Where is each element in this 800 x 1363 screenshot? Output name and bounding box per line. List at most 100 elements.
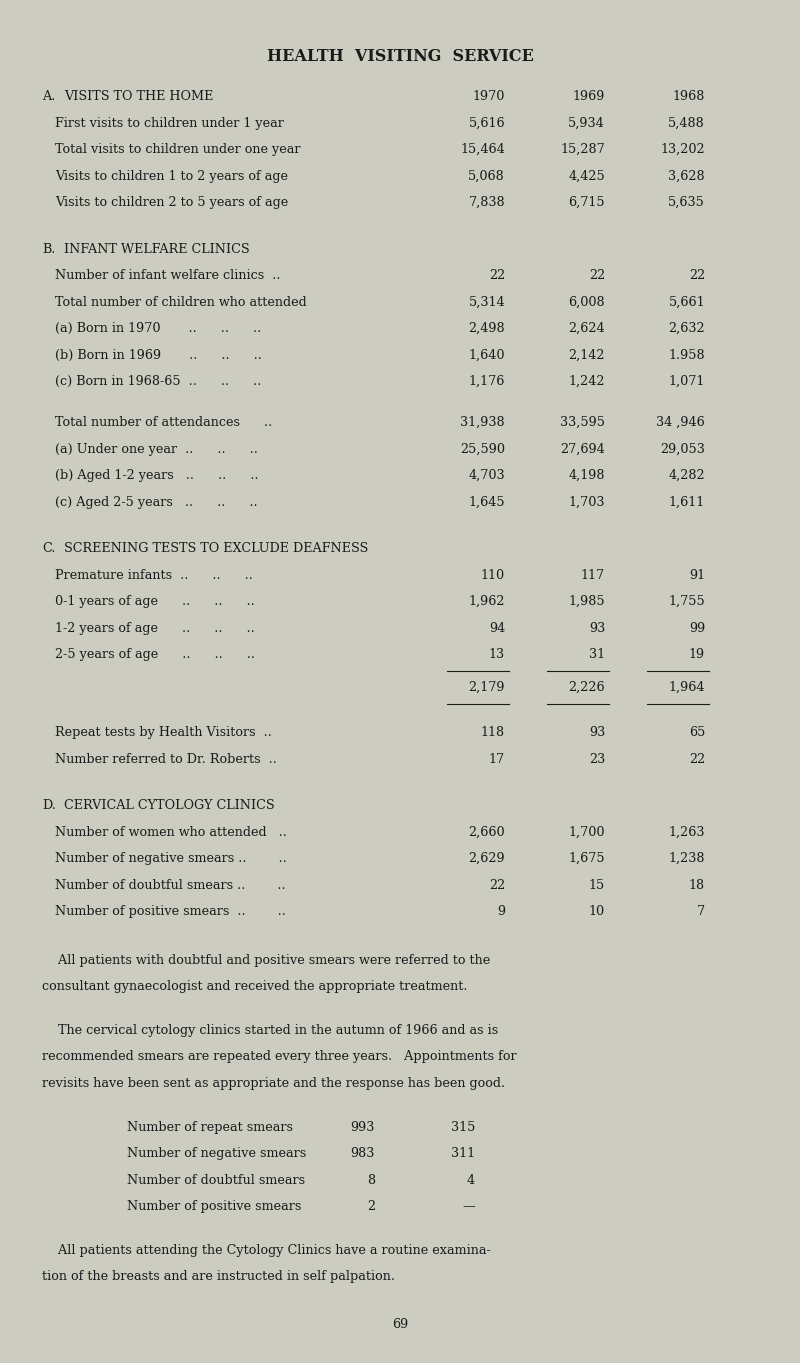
Text: 311: 311 [451, 1148, 475, 1160]
Text: 118: 118 [481, 726, 505, 739]
Text: Number of positive smears: Number of positive smears [127, 1201, 302, 1213]
Text: 1,071: 1,071 [669, 375, 705, 388]
Text: 1970: 1970 [473, 90, 505, 104]
Text: 2,179: 2,179 [469, 682, 505, 694]
Text: Total number of children who attended: Total number of children who attended [55, 296, 306, 308]
Text: 15,464: 15,464 [460, 143, 505, 155]
Text: 1,964: 1,964 [669, 682, 705, 694]
Text: 2,498: 2,498 [468, 322, 505, 335]
Text: 94: 94 [489, 622, 505, 635]
Text: 13: 13 [489, 647, 505, 661]
Text: 1,263: 1,263 [669, 826, 705, 838]
Text: 69: 69 [392, 1318, 408, 1332]
Text: Premature infants  ..      ..      ..: Premature infants .. .. .. [55, 568, 253, 582]
Text: 4,282: 4,282 [668, 469, 705, 483]
Text: 315: 315 [450, 1120, 475, 1134]
Text: 1,985: 1,985 [568, 596, 605, 608]
Text: 4,703: 4,703 [468, 469, 505, 483]
Text: 27,694: 27,694 [560, 443, 605, 455]
Text: First visits to children under 1 year: First visits to children under 1 year [55, 116, 284, 129]
Text: 19: 19 [689, 647, 705, 661]
Text: (c) Aged 2-5 years   ..      ..      ..: (c) Aged 2-5 years .. .. .. [55, 496, 258, 508]
Text: 5,068: 5,068 [468, 169, 505, 183]
Text: 91: 91 [689, 568, 705, 582]
Text: (c) Born in 1968-65  ..      ..      ..: (c) Born in 1968-65 .. .. .. [55, 375, 262, 388]
Text: 1,242: 1,242 [569, 375, 605, 388]
Text: 4: 4 [467, 1174, 475, 1187]
Text: 31: 31 [589, 647, 605, 661]
Text: 10: 10 [589, 905, 605, 919]
Text: The cervical cytology clinics started in the autumn of 1966 and as is: The cervical cytology clinics started in… [42, 1024, 498, 1037]
Text: Number of positive smears  ..        ..: Number of positive smears .. .. [55, 905, 286, 919]
Text: B.: B. [42, 243, 55, 255]
Text: 993: 993 [350, 1120, 375, 1134]
Text: (a) Under one year  ..      ..      ..: (a) Under one year .. .. .. [55, 443, 258, 455]
Text: 1,611: 1,611 [669, 496, 705, 508]
Text: D.: D. [42, 799, 56, 812]
Text: 93: 93 [589, 726, 605, 739]
Text: 15: 15 [589, 879, 605, 891]
Text: 25,590: 25,590 [460, 443, 505, 455]
Text: 33,595: 33,595 [560, 416, 605, 429]
Text: 99: 99 [689, 622, 705, 635]
Text: 65: 65 [689, 726, 705, 739]
Text: CERVICAL CYTOLOGY CLINICS: CERVICAL CYTOLOGY CLINICS [64, 799, 274, 812]
Text: 110: 110 [481, 568, 505, 582]
Text: 2,624: 2,624 [568, 322, 605, 335]
Text: All patients attending the Cytology Clinics have a routine examina-: All patients attending the Cytology Clin… [42, 1244, 490, 1257]
Text: 5,635: 5,635 [668, 196, 705, 209]
Text: revisits have been sent as appropriate and the response has been good.: revisits have been sent as appropriate a… [42, 1077, 505, 1090]
Text: 2-5 years of age      ..      ..      ..: 2-5 years of age .. .. .. [55, 647, 255, 661]
Text: 117: 117 [581, 568, 605, 582]
Text: 7: 7 [697, 905, 705, 919]
Text: 9: 9 [497, 905, 505, 919]
Text: 5,488: 5,488 [668, 116, 705, 129]
Text: 1,755: 1,755 [668, 596, 705, 608]
Text: 1,238: 1,238 [669, 852, 705, 866]
Text: Total visits to children under one year: Total visits to children under one year [55, 143, 301, 155]
Text: 1,640: 1,640 [469, 349, 505, 361]
Text: Number of doubtful smears: Number of doubtful smears [127, 1174, 305, 1187]
Text: Number of doubtful smears ..        ..: Number of doubtful smears .. .. [55, 879, 286, 891]
Text: (b) Aged 1-2 years   ..      ..      ..: (b) Aged 1-2 years .. .. .. [55, 469, 258, 483]
Text: 7,838: 7,838 [468, 196, 505, 209]
Text: 2,142: 2,142 [569, 349, 605, 361]
Text: 22: 22 [589, 269, 605, 282]
Text: SCREENING TESTS TO EXCLUDE DEAFNESS: SCREENING TESTS TO EXCLUDE DEAFNESS [64, 542, 368, 555]
Text: Number referred to Dr. Roberts  ..: Number referred to Dr. Roberts .. [55, 752, 277, 766]
Text: 3,628: 3,628 [668, 169, 705, 183]
Text: 22: 22 [489, 269, 505, 282]
Text: 23: 23 [589, 752, 605, 766]
Text: 5,616: 5,616 [468, 116, 505, 129]
Text: Total number of attendances      ..: Total number of attendances .. [55, 416, 272, 429]
Text: 22: 22 [489, 879, 505, 891]
Text: 8: 8 [367, 1174, 375, 1187]
Text: 2,226: 2,226 [568, 682, 605, 694]
Text: Visits to children 1 to 2 years of age: Visits to children 1 to 2 years of age [55, 169, 288, 183]
Text: Visits to children 2 to 5 years of age: Visits to children 2 to 5 years of age [55, 196, 288, 209]
Text: C.: C. [42, 542, 55, 555]
Text: 34 ,946: 34 ,946 [656, 416, 705, 429]
Text: 1,645: 1,645 [468, 496, 505, 508]
Text: 1,176: 1,176 [469, 375, 505, 388]
Text: 1,962: 1,962 [469, 596, 505, 608]
Text: tion of the breasts and are instructed in self palpation.: tion of the breasts and are instructed i… [42, 1270, 395, 1284]
Text: 22: 22 [689, 752, 705, 766]
Text: 22: 22 [689, 269, 705, 282]
Text: —: — [462, 1201, 475, 1213]
Text: Repeat tests by Health Visitors  ..: Repeat tests by Health Visitors .. [55, 726, 272, 739]
Text: 1,675: 1,675 [568, 852, 605, 866]
Text: 2,629: 2,629 [468, 852, 505, 866]
Text: (a) Born in 1970       ..      ..      ..: (a) Born in 1970 .. .. .. [55, 322, 262, 335]
Text: HEALTH  VISITING  SERVICE: HEALTH VISITING SERVICE [266, 48, 534, 65]
Text: 5,934: 5,934 [568, 116, 605, 129]
Text: recommended smears are repeated every three years.   Appointments for: recommended smears are repeated every th… [42, 1051, 517, 1063]
Text: 2,660: 2,660 [468, 826, 505, 838]
Text: INFANT WELFARE CLINICS: INFANT WELFARE CLINICS [64, 243, 250, 255]
Text: 31,938: 31,938 [460, 416, 505, 429]
Text: 6,008: 6,008 [568, 296, 605, 308]
Text: Number of women who attended   ..: Number of women who attended .. [55, 826, 287, 838]
Text: 29,053: 29,053 [660, 443, 705, 455]
Text: 6,715: 6,715 [568, 196, 605, 209]
Text: 15,287: 15,287 [560, 143, 605, 155]
